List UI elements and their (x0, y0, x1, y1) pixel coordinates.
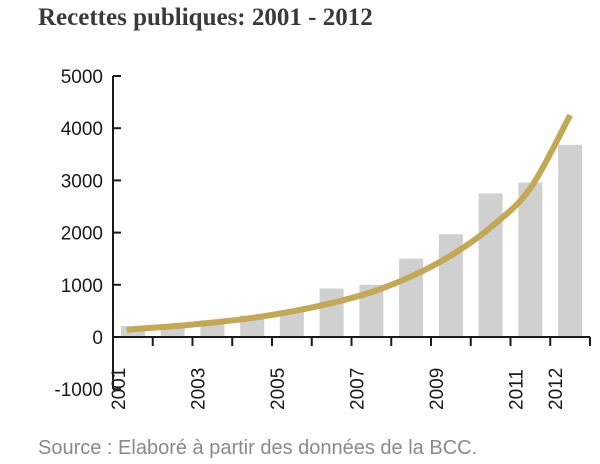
y-tick-label: 5000 (61, 67, 103, 88)
y-tick-label: 3000 (61, 171, 103, 192)
bars-group (120, 144, 583, 337)
x-tick-label: 2011 (506, 369, 527, 410)
trend-curve (126, 113, 573, 334)
y-tick-label: -1000 (54, 380, 103, 401)
bar-2006 (319, 288, 344, 337)
x-tick-label: 2001 (109, 368, 130, 410)
trend-curve-group (126, 113, 573, 334)
x-tick-label: 2012 (546, 368, 567, 410)
y-tick-label: 4000 (61, 119, 103, 140)
y-tick-label: 1000 (61, 276, 103, 297)
x-tick-label: 2009 (427, 368, 448, 410)
y-tick-label: 0 (92, 328, 103, 349)
x-tick-label: 2005 (268, 368, 289, 410)
chart: -1000 0 1000 2000 3000 4000 5000 2001 2003 2005 20… (54, 67, 591, 410)
source-note: Source : Elaboré à partir des données de… (38, 437, 478, 459)
bar-2005 (279, 311, 304, 337)
bar-2010 (478, 193, 503, 337)
x-tick-label: 2003 (188, 368, 209, 410)
axes-group: -1000 0 1000 2000 3000 4000 5000 2001 2003 2005 20… (54, 67, 591, 410)
bar-2011 (518, 182, 543, 337)
y-tick-label: 2000 (61, 224, 103, 245)
chart-title: Recettes publiques: 2001 - 2012 (38, 4, 373, 31)
bar-2012 (558, 144, 583, 337)
x-tick-label: 2007 (347, 368, 368, 410)
